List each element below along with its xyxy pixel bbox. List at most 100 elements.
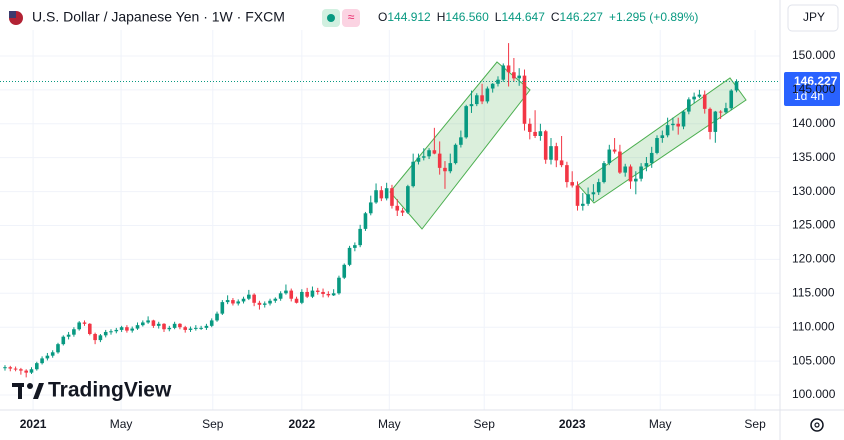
candle — [167, 325, 172, 332]
candle-body — [607, 149, 612, 164]
candle-body — [225, 300, 230, 303]
candle — [602, 161, 606, 184]
candle-body — [649, 152, 654, 164]
candle — [724, 102, 728, 114]
candle — [56, 342, 60, 354]
y-tick-label: 140.000 — [792, 116, 836, 130]
candle-body — [247, 294, 251, 299]
candle-body — [390, 188, 394, 206]
candle — [549, 138, 553, 165]
change-value: +1.295 (+0.89%) — [609, 10, 698, 24]
candle-body — [713, 111, 718, 132]
candle-body — [453, 144, 458, 164]
candle — [501, 63, 506, 82]
candle — [209, 318, 214, 328]
candle-body — [379, 190, 384, 199]
candle-body — [522, 75, 527, 124]
candle-body — [639, 166, 643, 179]
candle — [581, 192, 585, 211]
candle — [400, 207, 405, 216]
candle — [273, 297, 278, 303]
candle — [607, 144, 612, 166]
candle-body — [209, 320, 214, 326]
candle-body — [384, 188, 389, 199]
candle-body — [427, 150, 431, 157]
grid — [0, 30, 780, 410]
candle — [284, 284, 288, 295]
candle — [623, 163, 628, 177]
candle-body — [135, 325, 140, 329]
settings-button[interactable] — [810, 418, 824, 432]
candle-body — [331, 293, 336, 296]
candle — [24, 369, 28, 378]
candle-body — [480, 95, 484, 102]
candle-body — [358, 228, 362, 246]
y-tick-label: 105.000 — [792, 353, 836, 367]
candle — [331, 289, 336, 297]
candle — [141, 320, 145, 327]
candle — [220, 300, 225, 315]
candle-body — [729, 90, 734, 109]
candle — [50, 350, 55, 358]
candle-body — [496, 79, 500, 84]
y-tick-label: 125.000 — [792, 218, 836, 232]
candle-body — [172, 323, 177, 328]
candle-body — [252, 294, 256, 303]
candle-body — [512, 72, 516, 79]
channel-drawing — [389, 61, 531, 230]
currency-button[interactable] — [787, 4, 839, 32]
y-tick-label: 110.000 — [792, 319, 835, 333]
candle — [194, 325, 198, 331]
candle-body — [273, 298, 278, 301]
candle-body — [241, 298, 246, 302]
ohlc-value: 146.227 — [560, 10, 604, 24]
ohlc-value: 146.560 — [445, 10, 489, 24]
candle — [98, 333, 103, 343]
candle — [162, 323, 166, 332]
candle — [199, 325, 203, 330]
candle-body — [671, 123, 675, 126]
sell-icon: ≈ — [348, 10, 355, 24]
candle — [453, 143, 458, 165]
currency-label: JPY — [803, 10, 825, 24]
candle — [681, 110, 686, 130]
candle-body — [8, 367, 13, 369]
candle — [257, 300, 262, 310]
candle — [697, 89, 702, 99]
candle — [533, 110, 537, 139]
candle-body — [469, 104, 474, 107]
candle-body — [718, 111, 723, 113]
candle — [496, 76, 500, 87]
candle-body — [655, 138, 659, 153]
candle — [300, 289, 304, 305]
candle — [146, 316, 150, 324]
countdown-label: 1d 4h — [794, 89, 824, 103]
candle — [596, 178, 601, 195]
candle-body — [262, 303, 267, 305]
candle-body — [363, 213, 368, 229]
candle — [19, 367, 23, 375]
candle — [665, 117, 670, 138]
candle — [490, 83, 495, 93]
candle-body — [13, 368, 18, 370]
candle — [103, 329, 108, 338]
candle-body — [103, 331, 108, 336]
candle — [183, 325, 188, 333]
candle-body — [538, 131, 543, 136]
ohlc-header: O144.912 H146.560 L144.647 C146.227 +1.295 (… — [378, 10, 698, 24]
candle-body — [506, 65, 511, 73]
candle — [671, 117, 675, 131]
ohlc-key: C — [551, 10, 560, 24]
candle — [692, 92, 696, 104]
candle-body — [697, 94, 702, 97]
candle-body — [628, 166, 633, 182]
candle-body — [559, 160, 564, 166]
candle — [406, 184, 410, 214]
sell-button[interactable] — [342, 9, 360, 27]
candle — [178, 323, 182, 330]
candle — [538, 123, 543, 141]
candle-body — [517, 75, 521, 79]
candle-body — [93, 333, 97, 341]
candle-body — [734, 81, 739, 91]
